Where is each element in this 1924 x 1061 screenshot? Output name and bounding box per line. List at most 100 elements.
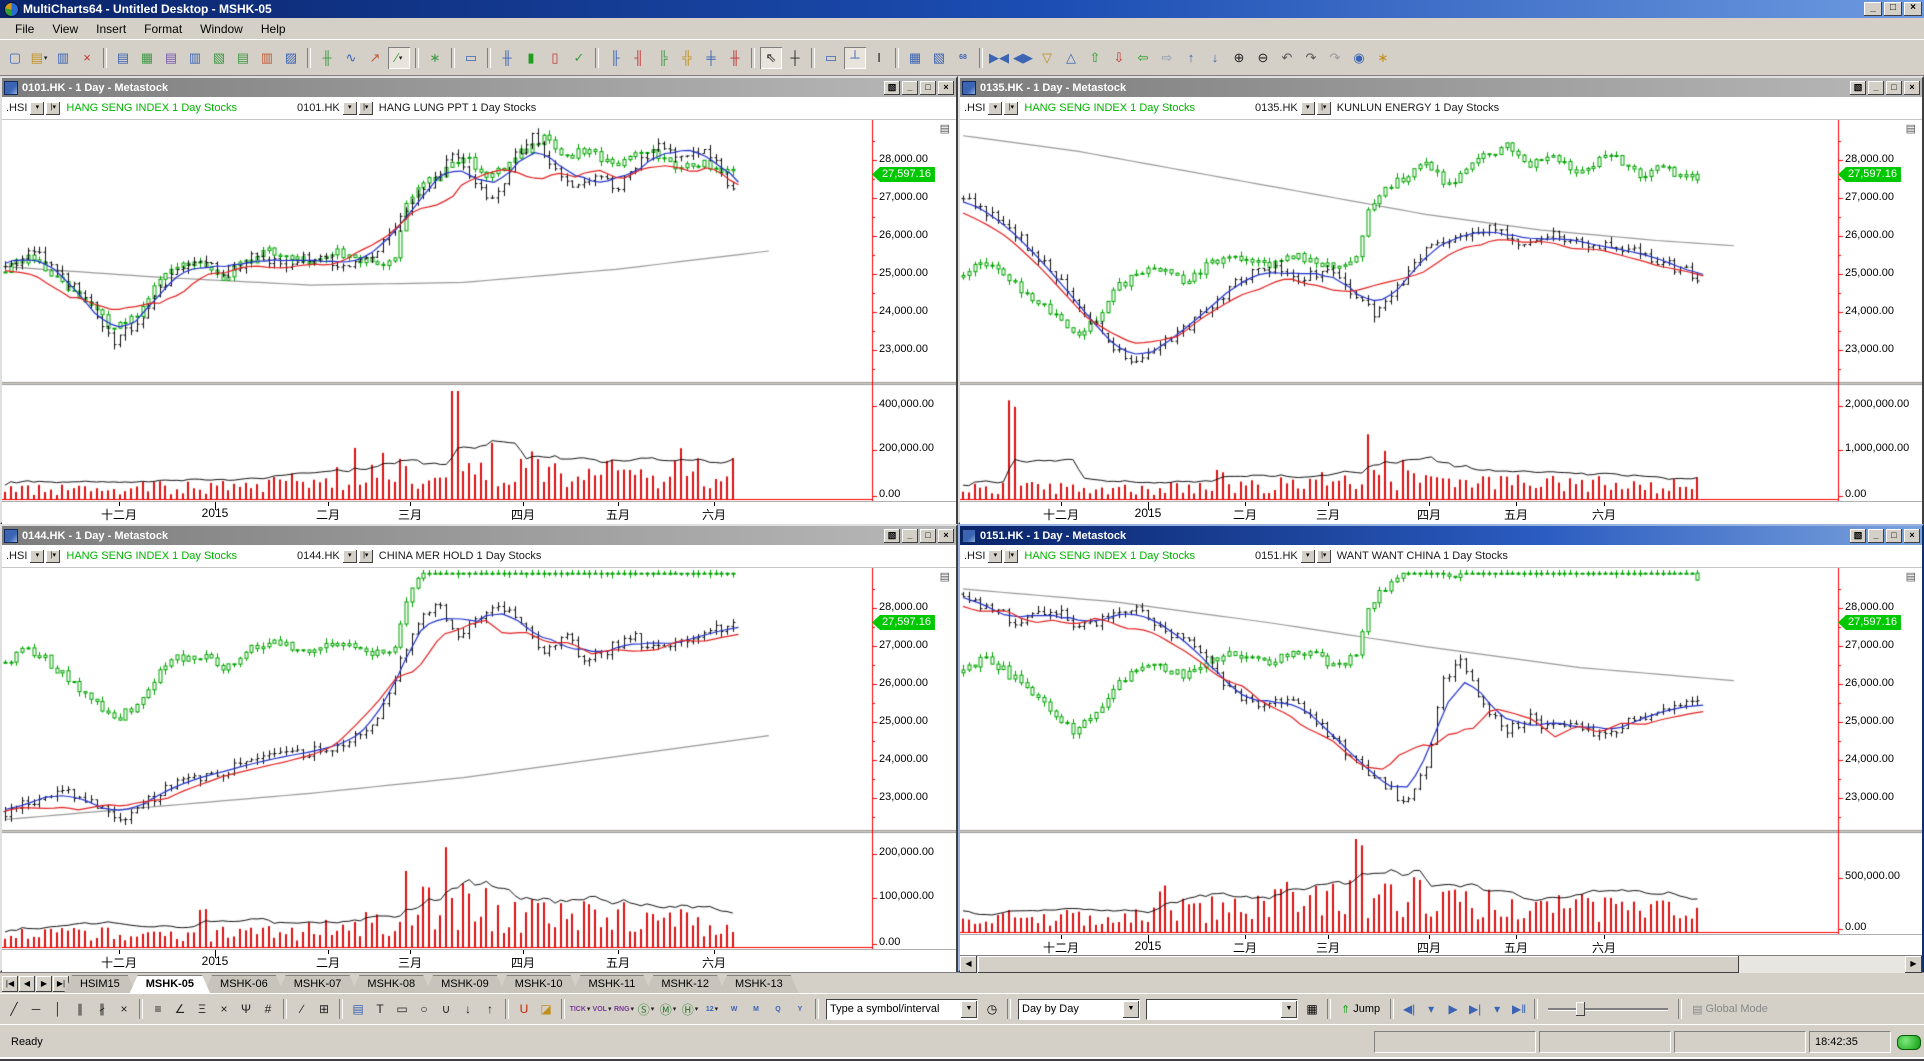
chart-window-0101.HK[interactable]: 0101.HK - 1 Day - Metastock ▧ _ □ × .HSI ▾ |▾ HA… — [0, 76, 958, 524]
chevron-down-icon[interactable]: ▼ — [961, 1000, 977, 1018]
pointer-tool-icon[interactable]: ⇖ — [760, 46, 782, 69]
panel-titlebar[interactable]: 0151.HK - 1 Day - Metastock ▧ _ □ × — [960, 526, 1922, 545]
study-tool-1-icon[interactable]: ╟ — [610, 50, 620, 65]
symbol-lookup-icon[interactable]: 68 — [959, 54, 967, 61]
arc-tool-icon[interactable]: ∪ — [441, 1002, 451, 1016]
res-range-icon[interactable]: RNG ▾ — [613, 1005, 635, 1014]
channel-tool-icon[interactable]: ∦ — [99, 1002, 105, 1016]
fib-retracement-tool-icon[interactable]: ≡ — [154, 1002, 162, 1016]
price-chart-canvas[interactable] — [960, 120, 1922, 501]
playback-begin-icon[interactable]: ▶◀ — [989, 49, 1009, 65]
pointer-eye-icon[interactable]: ◉ — [1353, 49, 1365, 65]
panel-minimize-icon[interactable]: _ — [902, 528, 918, 543]
arrow-down-tool-icon[interactable]: ↓ — [465, 1002, 471, 1016]
res-hours-icon[interactable]: Ⓗ ▾ — [681, 1002, 699, 1017]
delete-drawings-tool-icon[interactable]: × — [220, 1002, 228, 1016]
panel-format-icon[interactable]: ▧ — [884, 80, 900, 95]
horizontal-line-tool-icon[interactable]: ─ — [31, 1002, 41, 1016]
data-window-toggle-icon[interactable]: ▤ — [939, 571, 950, 583]
fib-fan-tool-icon[interactable]: Ξ — [198, 1002, 206, 1016]
panel-minimize-icon[interactable]: _ — [1868, 80, 1884, 95]
menu-item-help[interactable]: Help — [260, 21, 286, 36]
values-list-tool-icon[interactable]: ▤ — [352, 1002, 364, 1016]
arrow-down-icon[interactable]: ⇩ — [1113, 49, 1125, 65]
magnet-mode-icon[interactable]: U — [519, 1002, 529, 1016]
panel-titlebar[interactable]: 0101.HK - 1 Day - Metastock ▧ _ □ × — [2, 78, 956, 97]
tab-mshk-06[interactable]: MSHK-06 — [204, 975, 284, 993]
jump-button[interactable]: ⇑ Jump — [1341, 1003, 1381, 1016]
close-icon[interactable]: × — [1904, 2, 1922, 16]
legend-dropdown-icon[interactable]: ▾ — [342, 549, 357, 563]
playback-split-icon[interactable]: ◀▶ — [1013, 49, 1033, 65]
panel-close-icon[interactable]: × — [938, 80, 954, 95]
tab-nav-3[interactable]: ▶| — [53, 976, 69, 992]
price-chart-canvas[interactable] — [2, 568, 956, 949]
data-window-toggle-icon[interactable]: ▤ — [1905, 123, 1916, 135]
tab-mshk-11[interactable]: MSHK-11 — [572, 975, 651, 993]
panel-minimize-icon[interactable]: _ — [1868, 528, 1884, 543]
style-ohlc-bars-icon[interactable]: ╫ — [502, 50, 512, 65]
ellipse-tool-icon[interactable]: ○ — [420, 1002, 428, 1016]
legend-dropdown-icon[interactable]: ▾ — [988, 101, 1003, 115]
scroll-right-icon[interactable]: ▶ — [1905, 956, 1922, 973]
panel-maximize-icon[interactable]: □ — [1886, 80, 1902, 95]
arrow-up-icon[interactable]: ⇧ — [1089, 49, 1101, 65]
grid-tool-icon[interactable]: ⊞ — [318, 1002, 330, 1016]
menu-item-window[interactable]: Window — [200, 21, 243, 36]
table-icon[interactable]: ▦ — [1306, 1002, 1318, 1016]
res-minutes-icon[interactable]: Ⓜ ▾ — [659, 1002, 677, 1017]
chart-area[interactable]: 28,000.00 27,000.00 26,000.00 25,000.00 24,0… — [2, 568, 956, 949]
scroll-left-icon[interactable]: ◀ — [960, 956, 977, 973]
format-signal-icon[interactable]: ▥ — [188, 49, 202, 65]
tab-mshk-05[interactable]: MSHK-05 — [130, 975, 210, 993]
style-candles-up-icon[interactable]: ▮ — [527, 49, 535, 65]
zoom-in-icon[interactable]: ⊕ — [1233, 49, 1245, 65]
tile-windows-icon[interactable]: ▦ — [908, 49, 922, 65]
clock-icon[interactable]: ◷ — [986, 1002, 998, 1016]
res-days-icon[interactable]: 12 ▾ — [705, 1005, 719, 1014]
insert-symbol-icon[interactable]: ╫ — [322, 50, 332, 65]
stay-in-drawing-mode-icon[interactable]: ◪ — [540, 1002, 552, 1016]
chevron-down-icon[interactable]: ▼ — [1123, 1000, 1139, 1018]
gann-fan-tool-icon[interactable]: ∠ — [174, 1002, 186, 1016]
crosshair-tool-icon[interactable]: ┼ — [790, 50, 800, 65]
trendline-tool-icon[interactable]: ╱ — [10, 1002, 18, 1016]
step-left-icon[interactable]: ⇦ — [1137, 49, 1149, 65]
price-chart-canvas[interactable] — [2, 120, 956, 501]
chart-area[interactable]: 28,000.00 27,000.00 26,000.00 25,000.00 24,0… — [960, 120, 1922, 501]
style-line-icon[interactable]: ✓ — [573, 49, 585, 65]
res-year-icon[interactable]: Y — [797, 1005, 803, 1013]
draw-pencil-icon[interactable]: ∕ ▾ — [388, 46, 410, 69]
legend-style-dropdown-icon[interactable]: |▾ — [46, 101, 61, 115]
vertical-line-tool-icon[interactable]: │ — [54, 1002, 62, 1016]
play-forward-icon[interactable]: ▶ — [1448, 1002, 1458, 1016]
tab-mshk-13[interactable]: MSHK-13 — [719, 975, 799, 993]
legend-style-dropdown-icon[interactable]: |▾ — [358, 101, 373, 115]
legend-style-dropdown-icon[interactable]: |▾ — [46, 549, 61, 563]
res-quarter-icon[interactable]: Q — [775, 1005, 781, 1013]
legend-style-dropdown-icon[interactable]: |▾ — [1316, 549, 1331, 563]
panel-close-icon[interactable]: × — [1904, 80, 1920, 95]
menu-item-insert[interactable]: Insert — [96, 21, 127, 36]
legend-style-dropdown-icon[interactable]: |▾ — [1004, 549, 1019, 563]
arrow-up-tool-icon[interactable]: ↑ — [487, 1002, 493, 1016]
legend-dropdown-icon[interactable]: ▾ — [342, 101, 357, 115]
legend-dropdown-icon[interactable]: ▾ — [988, 549, 1003, 563]
study-tool-6-icon[interactable]: ╫ — [730, 50, 740, 65]
text-cursor-tool-icon[interactable]: I — [877, 50, 881, 65]
tab-nav-2[interactable]: ▶ — [36, 976, 52, 992]
symbol-input[interactable]: Type a symbol/interval ▼ — [826, 998, 978, 1020]
rectangle-tool-icon[interactable]: ▭ — [396, 1002, 408, 1016]
slider-thumb[interactable] — [1576, 1002, 1586, 1016]
playback-speed-slider[interactable] — [1548, 1000, 1669, 1018]
res-tick-icon[interactable]: TICK ▾ — [569, 1005, 591, 1014]
tracking-pointer-icon[interactable]: ┴ — [844, 46, 866, 69]
scroll-chart-icon[interactable]: ▧ — [932, 49, 946, 65]
chart-window-0135.HK[interactable]: 0135.HK - 1 Day - Metastock ▧ _ □ × .HSI ▾ |▾ HA… — [958, 76, 1924, 524]
chart-window-0151.HK[interactable]: 0151.HK - 1 Day - Metastock ▧ _ □ × .HSI ▾ |▾ HA… — [958, 524, 1924, 973]
tab-mshk-09[interactable]: MSHK-09 — [425, 975, 505, 993]
freehand-tool-icon[interactable]: ∕ — [300, 1002, 303, 1016]
panel-format-icon[interactable]: ▧ — [884, 528, 900, 543]
close-chart-icon[interactable]: × — [83, 50, 91, 65]
zoom-out-icon[interactable]: ⊖ — [1257, 49, 1269, 65]
